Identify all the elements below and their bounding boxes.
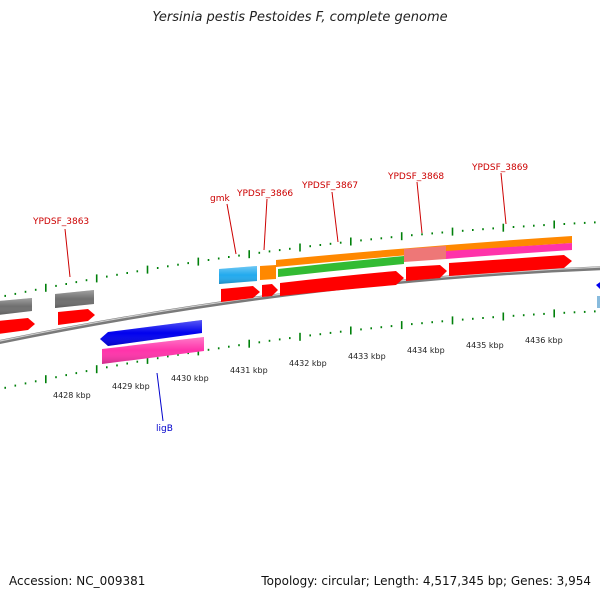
cyan-feature-right[interactable] [597,296,600,308]
gray-feature-3863[interactable] [55,290,94,308]
gene-label-ligb[interactable]: ligB [156,424,173,434]
inner-tick-ring [4,309,596,389]
gene-labels: YPDSF_3863 gmk YPDSF_3866 YPDSF_3867 YPD… [32,163,528,434]
leader-gmk [226,203,237,255]
map-title: Yersinia pestis Pestoides F, complete ge… [152,10,448,25]
ruler-label-4429: 4429 kbp [112,382,150,391]
topology-text: Topology: circular; Length: 4,517,345 bp… [261,574,591,588]
cds-3868[interactable] [406,265,447,281]
leader-3867 [331,191,339,243]
gmk-feature[interactable] [219,266,257,284]
gray-feature-left[interactable] [0,298,32,315]
cds-left[interactable] [0,318,35,334]
accession-text: Accession: NC_009381 [9,574,146,588]
ruler-label-4434: 4434 kbp [407,346,445,355]
leader-3868 [416,181,423,234]
ruler-label-4436: 4436 kbp [525,336,563,345]
gene-label-ypdsf3866[interactable]: YPDSF_3866 [236,189,293,199]
cds-3863[interactable] [58,309,95,325]
plus-strand-features [0,236,600,334]
blue-feature-right[interactable] [596,280,600,292]
gene-label-ypdsf3868[interactable]: YPDSF_3868 [387,172,444,182]
ruler-label-4432: 4432 kbp [289,359,327,368]
leader-3863 [64,228,71,278]
outer-tick-ring [4,220,596,297]
gene-label-gmk[interactable]: gmk [210,194,230,204]
pink-feature-3868[interactable] [404,246,446,262]
ruler-label-4431: 4431 kbp [230,366,268,375]
gmk-cds[interactable] [221,286,260,302]
label-leaders [64,172,507,422]
ruler-label-4433: 4433 kbp [348,352,386,361]
leader-3869 [500,172,507,225]
gene-label-ypdsf3867[interactable]: YPDSF_3867 [301,181,358,191]
ruler-label-4430: 4430 kbp [171,374,209,383]
minus-strand-features [100,320,204,364]
ruler-label-4428: 4428 kbp [53,391,91,400]
leader-ligb [156,372,164,422]
green-band[interactable] [278,256,404,277]
magenta-band[interactable] [446,243,572,259]
cds-3866[interactable] [262,284,278,297]
ruler-label-4435: 4435 kbp [466,341,504,350]
ruler-labels: 4428 kbp 4429 kbp 4430 kbp 4431 kbp 4432… [53,336,563,400]
cds-3867[interactable] [280,271,404,296]
gene-label-ypdsf3869[interactable]: YPDSF_3869 [471,163,528,173]
leader-3866 [263,198,268,251]
cds-3869[interactable] [449,255,572,276]
genome-backbone [0,266,600,345]
gene-label-ypdsf3863[interactable]: YPDSF_3863 [32,217,89,227]
feature-3866-orange[interactable] [260,265,276,280]
